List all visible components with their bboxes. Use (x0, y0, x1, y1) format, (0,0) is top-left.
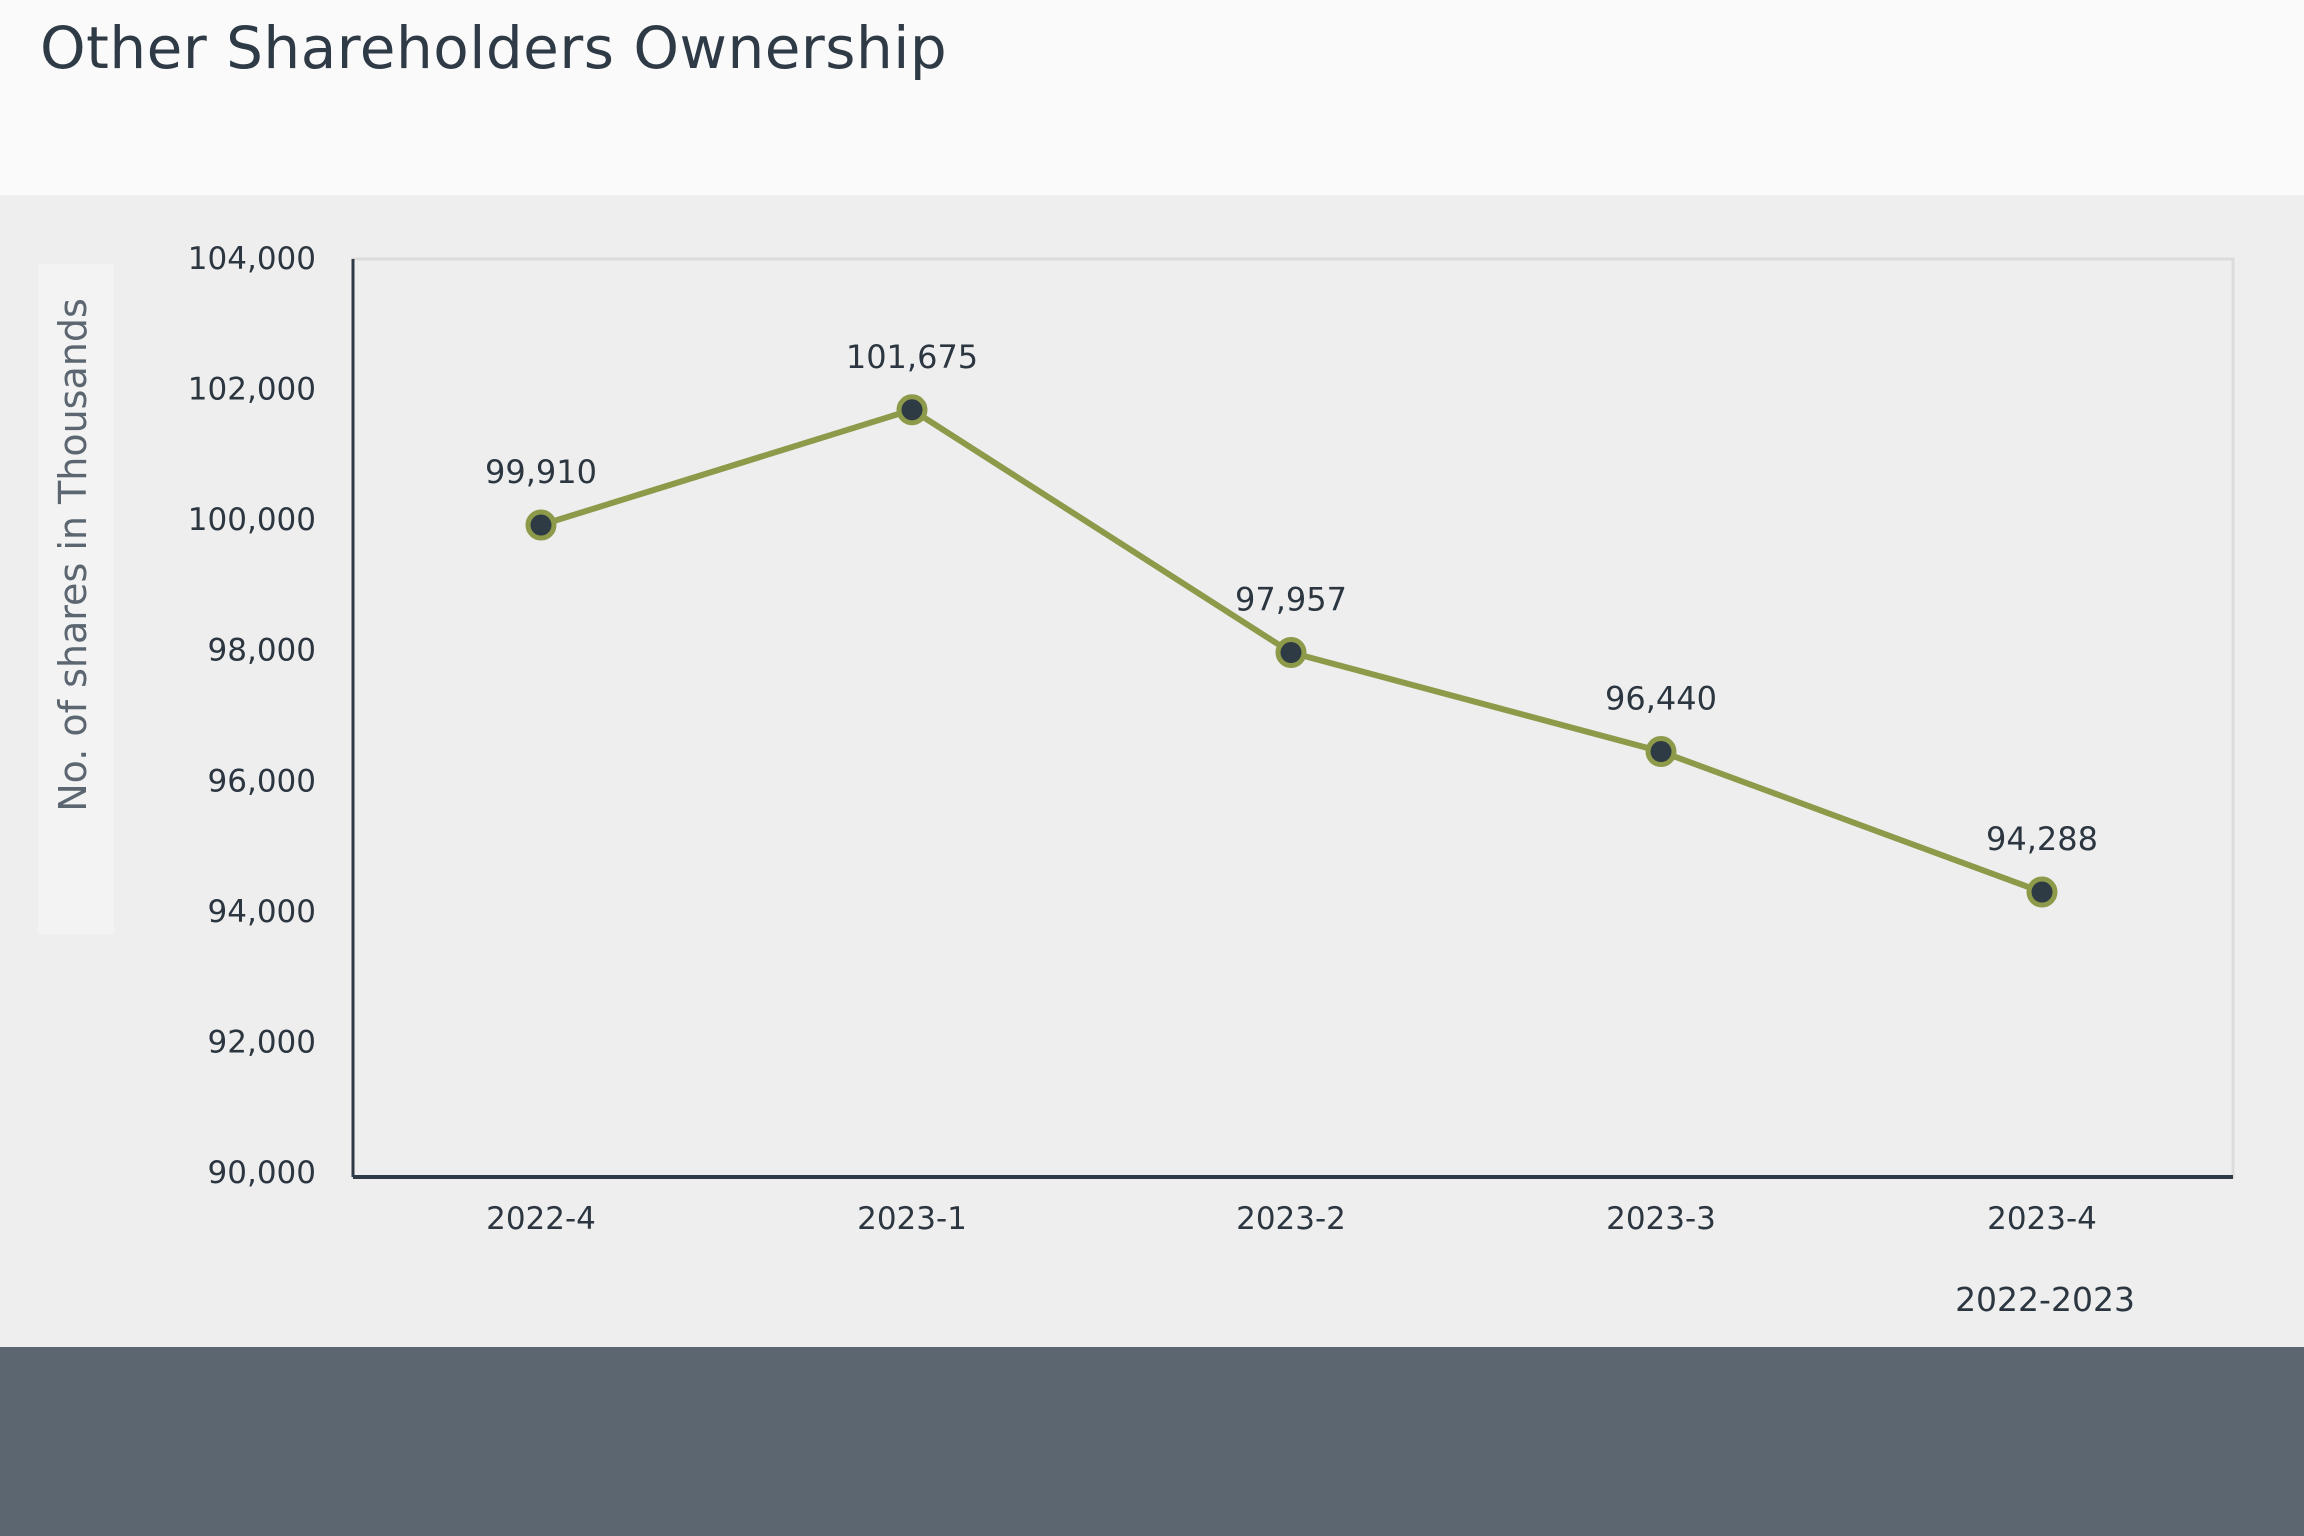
data-point (1275, 637, 1307, 669)
data-point (525, 509, 557, 541)
plot-frame (351, 257, 2235, 1179)
x-axis-label: 2022-2023 (1955, 1280, 2135, 1319)
footer-band (0, 1347, 2304, 1536)
x-tick-label: 2023-2 (1236, 1201, 1346, 1237)
data-point (1645, 736, 1677, 768)
x-tick-label: 2022-4 (486, 1201, 596, 1237)
y-tick-label: 92,000 (208, 1024, 316, 1060)
header: Other Shareholders Ownership (0, 0, 2304, 195)
y-tick-label: 90,000 (208, 1155, 316, 1191)
data-label: 97,957 (1235, 581, 1347, 619)
y-tick-label: 94,000 (208, 894, 316, 930)
data-label: 99,910 (485, 453, 597, 491)
x-tick-label: 2023-3 (1606, 1201, 1716, 1237)
data-label: 101,675 (846, 338, 978, 376)
y-tick-label: 96,000 (208, 763, 316, 799)
chart-panel (0, 195, 2304, 1347)
data-point (896, 394, 928, 426)
x-tick-label: 2023-4 (1987, 1201, 2097, 1237)
y-tick-label: 102,000 (188, 372, 316, 408)
y-axis-label-box (38, 264, 114, 934)
page-title: Other Shareholders Ownership (40, 14, 948, 82)
y-tick-label: 104,000 (188, 241, 316, 277)
data-label: 96,440 (1605, 680, 1717, 718)
y-tick-label: 98,000 (208, 633, 316, 669)
y-tick-label: 100,000 (188, 502, 316, 538)
data-point (2026, 876, 2058, 908)
data-label: 94,288 (1986, 820, 2098, 858)
x-tick-label: 2023-1 (857, 1201, 967, 1237)
